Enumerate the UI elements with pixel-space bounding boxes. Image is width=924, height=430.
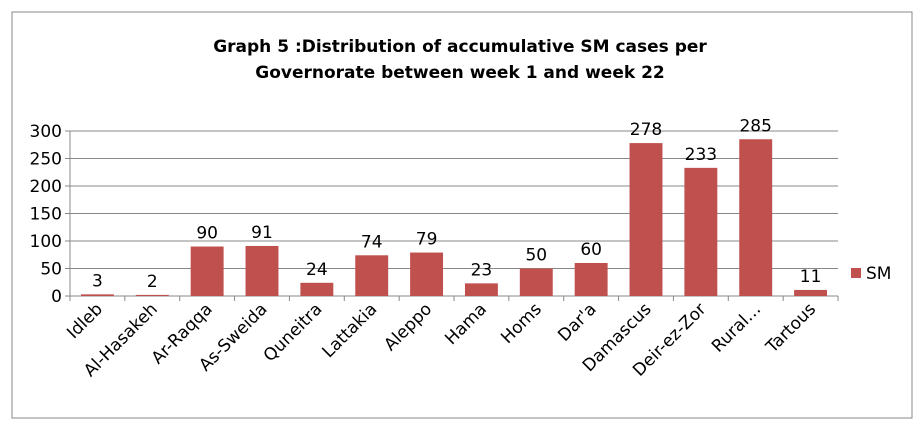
data-label: 91 (251, 223, 273, 243)
bar (245, 245, 279, 296)
bar (135, 294, 169, 296)
data-label: 278 (630, 120, 662, 140)
data-label: 79 (416, 230, 438, 250)
bar (410, 252, 444, 296)
y-tick-label: 100 (30, 232, 62, 252)
data-label: 233 (685, 145, 717, 165)
data-label: 90 (196, 224, 218, 244)
bar (464, 283, 498, 296)
data-label: 60 (580, 240, 602, 260)
bar (739, 139, 773, 296)
bar (190, 246, 224, 296)
bar (300, 282, 334, 296)
y-tick-label: 300 (30, 122, 62, 142)
data-label: 23 (471, 260, 493, 280)
y-tick-label: 200 (30, 177, 62, 197)
data-label: 74 (361, 232, 383, 252)
y-tick-label: 250 (30, 150, 62, 170)
bar (519, 268, 553, 296)
y-tick-label: 50 (40, 260, 62, 280)
y-tick-label: 0 (51, 287, 62, 307)
bar (574, 263, 608, 296)
bar (629, 143, 663, 296)
legend-swatch (851, 268, 861, 278)
bar (684, 167, 718, 296)
chart-title: Governorate between week 1 and week 22 (255, 63, 665, 83)
bar (80, 294, 114, 296)
bar (355, 255, 389, 296)
data-label: 285 (739, 116, 771, 136)
data-label: 24 (306, 260, 328, 280)
bar (794, 289, 828, 296)
y-tick-label: 150 (30, 205, 62, 225)
legend-label: SM (866, 264, 891, 284)
data-label: 2 (147, 272, 158, 292)
data-label: 3 (92, 271, 103, 291)
chart-title: Graph 5 :Distribution of accumulative SM… (213, 37, 707, 57)
data-label: 50 (525, 246, 547, 266)
data-label: 11 (800, 267, 822, 287)
